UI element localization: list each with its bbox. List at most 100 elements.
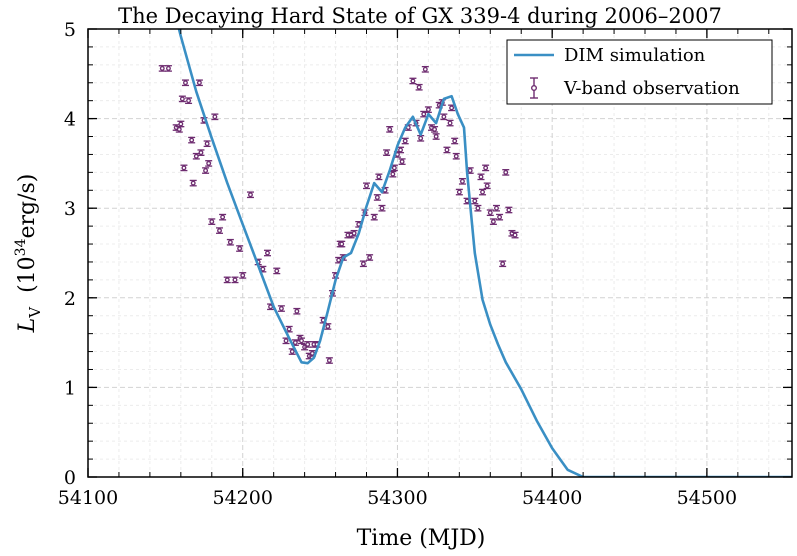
x-tick-label: 54200 [212, 487, 272, 509]
svg-text:LV (1034erg/s): LV (1034erg/s) [13, 174, 44, 334]
observation-point [158, 65, 166, 72]
observation-point [202, 167, 210, 174]
observation-point [359, 260, 367, 268]
observation-point [216, 227, 224, 234]
observation-point [486, 209, 494, 217]
observation-point [231, 276, 239, 284]
observation-point [211, 113, 219, 121]
observation-point [298, 337, 306, 345]
observation-point [195, 79, 203, 87]
observation-point [181, 79, 189, 87]
legend-box [506, 39, 773, 105]
observation-point [448, 104, 456, 112]
observation-point [273, 267, 281, 275]
observation-point [208, 218, 216, 225]
observation-point [219, 213, 227, 221]
legend: DIM simulation V-band observation [506, 39, 773, 105]
observation-point [492, 204, 500, 212]
observation-point [458, 177, 466, 185]
observation-point [324, 323, 332, 330]
observation-point [291, 339, 299, 346]
plot-frame [87, 28, 793, 478]
x-tick-label: 54500 [677, 487, 737, 509]
observation-point [474, 204, 482, 212]
observation-point [226, 238, 234, 246]
observation-point [363, 182, 371, 190]
x-tick-label: 54100 [58, 487, 118, 509]
observation-point [180, 164, 188, 172]
x-tick-label: 54300 [367, 487, 427, 509]
observation-point [489, 218, 497, 225]
observation-point [189, 179, 197, 187]
observation-point [383, 149, 391, 156]
observation-point [246, 191, 254, 199]
observation-point [164, 65, 172, 72]
observation-point [185, 97, 193, 105]
observation-point [431, 126, 439, 133]
ticks [87, 28, 792, 478]
observation-point [205, 160, 213, 167]
observation-point [338, 240, 346, 248]
observation-point [203, 140, 211, 148]
observation-point [424, 106, 432, 113]
observation-point [477, 173, 485, 181]
observation-point [378, 204, 386, 212]
y-axis-label: LV (1034erg/s) [13, 174, 44, 334]
y-tick-label: 5 [64, 19, 76, 41]
observation-point [471, 197, 479, 205]
simulation-line [177, 29, 792, 477]
observation-point [192, 152, 200, 160]
observation-point [277, 305, 285, 312]
y-axis-label-symbol: L [15, 318, 40, 334]
chart-title: The Decaying Hard State of GX 339-4 duri… [118, 4, 722, 28]
observation-point [304, 341, 312, 348]
observation-point [482, 164, 490, 172]
observation-point [325, 357, 333, 364]
observation-point [293, 307, 301, 315]
observation-point [440, 113, 448, 121]
observation-point [386, 126, 394, 133]
observation-point [455, 188, 463, 196]
observation-point [511, 231, 519, 239]
legend-label-simulation: DIM simulation [564, 45, 706, 66]
observation-point [263, 249, 271, 257]
observation-point [366, 254, 374, 261]
observation-point [421, 65, 429, 73]
y-tick-label: 0 [64, 467, 76, 489]
observation-point [398, 158, 406, 165]
y-axis-label-exponent: 34 [13, 238, 29, 256]
observation-point [483, 182, 491, 190]
y-axis-label-unit-suffix: erg/s) [15, 174, 40, 239]
y-axis-label-spacer [15, 293, 40, 307]
observation-point [178, 95, 186, 103]
observation-point [466, 167, 474, 174]
y-tick-label: 1 [64, 377, 76, 399]
observation-point [401, 137, 409, 145]
observation-point [505, 206, 513, 214]
x-tick-label: 54400 [522, 487, 582, 509]
observation-point [499, 260, 507, 268]
observation-point [375, 173, 383, 181]
observation-point [239, 272, 247, 279]
observation-point [446, 119, 454, 127]
observation-point [236, 245, 244, 252]
observation-point [197, 149, 205, 156]
plot-data [158, 29, 792, 477]
observation-point [432, 133, 440, 140]
tick-labels: 54100 54200 54300 54400 54500 0 1 2 3 4 5 [58, 19, 737, 509]
observation-point [223, 276, 231, 284]
legend-marker-swatch [530, 77, 538, 99]
observation-point [443, 146, 451, 154]
observation-point [389, 170, 397, 178]
observation-point [479, 188, 487, 196]
observation-point [373, 194, 381, 201]
x-axis-label: Time (MJD) [357, 526, 486, 551]
y-axis-label-unit-prefix: (10 [15, 256, 40, 293]
observation-point [177, 120, 185, 128]
observation-point [415, 83, 423, 91]
observation-point [451, 137, 459, 145]
y-tick-label: 2 [64, 288, 76, 310]
observation-point [188, 136, 196, 144]
observation-point [496, 213, 504, 221]
